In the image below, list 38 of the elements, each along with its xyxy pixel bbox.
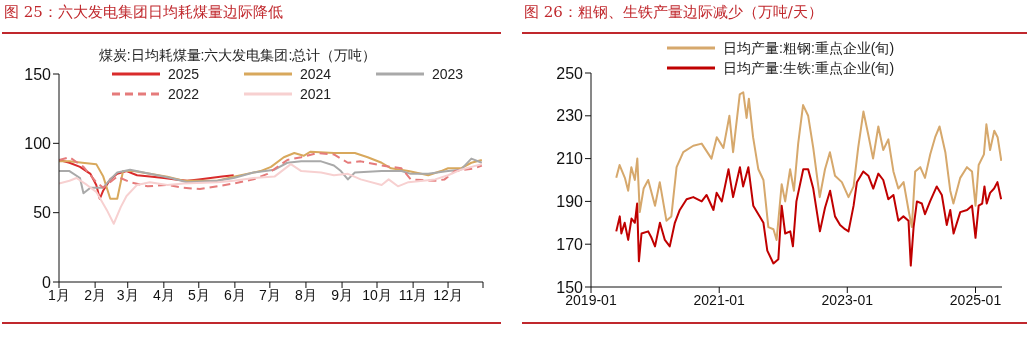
y-tick-label: 250 — [556, 64, 584, 82]
x-tick-label: 4月 — [152, 286, 175, 303]
line-series — [615, 91, 1002, 241]
x-tick-label: 2021-01 — [693, 291, 746, 308]
line-series — [615, 166, 1002, 267]
x-tick-label: 2月 — [84, 286, 107, 303]
legend-label: 日均产量:粗钢:重点企业(旬) — [723, 39, 895, 58]
legend-label: 2024 — [300, 65, 333, 84]
chart-title: 图 25：六大发电集团日均耗煤量边际降低 — [4, 3, 283, 22]
x-tick-label: 5月 — [187, 286, 210, 303]
y-tick-label: 0 — [42, 273, 52, 291]
x-tick-label: 11月 — [398, 286, 428, 303]
x-tick-label: 12月 — [433, 286, 463, 303]
y-tick-label: 150 — [24, 65, 52, 83]
x-tick-label: 9月 — [331, 286, 353, 303]
x-tick-label: 2023-01 — [821, 291, 874, 308]
y-tick-label: 100 — [24, 135, 52, 153]
x-tick-label: 6月 — [223, 286, 246, 303]
y-tick-label: 170 — [556, 235, 584, 253]
legend-label: 2022 — [168, 85, 201, 104]
legend-label: 2025 — [168, 65, 201, 84]
legend-label: 2021 — [300, 85, 333, 104]
legend-label: 日均产量:生铁:重点企业(旬) — [723, 59, 895, 78]
line-series — [59, 150, 483, 200]
x-tick-label: 2025-01 — [949, 291, 1002, 308]
legend-title: 煤炭:日均耗煤量:六大发电集团:总计（万吨） — [97, 46, 378, 64]
x-tick-label: 10月 — [362, 286, 392, 303]
y-tick-label: 50 — [33, 204, 52, 222]
x-tick-label: 8月 — [295, 286, 317, 303]
y-tick-label: 210 — [556, 150, 584, 168]
y-tick-label: 190 — [556, 193, 584, 211]
legend-label: 2023 — [432, 65, 465, 84]
line-series — [59, 163, 483, 225]
x-tick-label: 3月 — [116, 286, 139, 303]
x-tick-label: 7月 — [258, 286, 281, 303]
y-tick-label: 230 — [556, 107, 584, 125]
chart-title: 图 26：粗钢、生铁产量边际减少（万吨/天） — [524, 3, 823, 22]
y-tick-label: 150 — [556, 278, 584, 296]
